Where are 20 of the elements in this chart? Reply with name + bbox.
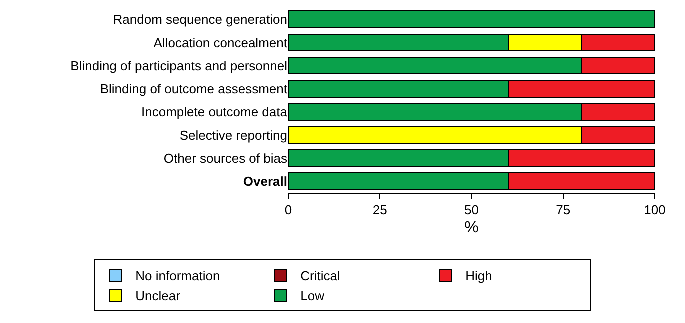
legend-label: Low <box>300 288 326 304</box>
y-tick-label: Selective reporting <box>180 128 288 143</box>
bar <box>288 10 655 28</box>
legend-label: Unclear <box>136 288 182 304</box>
legend-label: High <box>466 268 492 284</box>
x-tick-label: 25 <box>372 202 388 218</box>
x-axis-title: % <box>464 219 479 236</box>
y-tick-label: Overall <box>243 174 288 189</box>
y-tick-label: Blinding of participants and personnel <box>70 58 288 74</box>
x-tick-label: 0 <box>284 202 292 218</box>
y-tick-label: Incomplete outcome data <box>142 104 288 120</box>
y-tick-label: Other sources of bias <box>164 150 288 166</box>
x-tick-label: 50 <box>464 202 479 218</box>
x-tick-label: 100 <box>644 202 666 218</box>
y-tick-label: Allocation concealment <box>154 35 288 50</box>
x-tick-label: 75 <box>556 202 571 218</box>
y-tick-label: Blinding of outcome assessment <box>100 81 288 96</box>
y-tick-label: Random sequence generation <box>113 12 288 28</box>
legend-label: No information <box>136 268 220 284</box>
legend-label: Critical <box>300 268 340 284</box>
